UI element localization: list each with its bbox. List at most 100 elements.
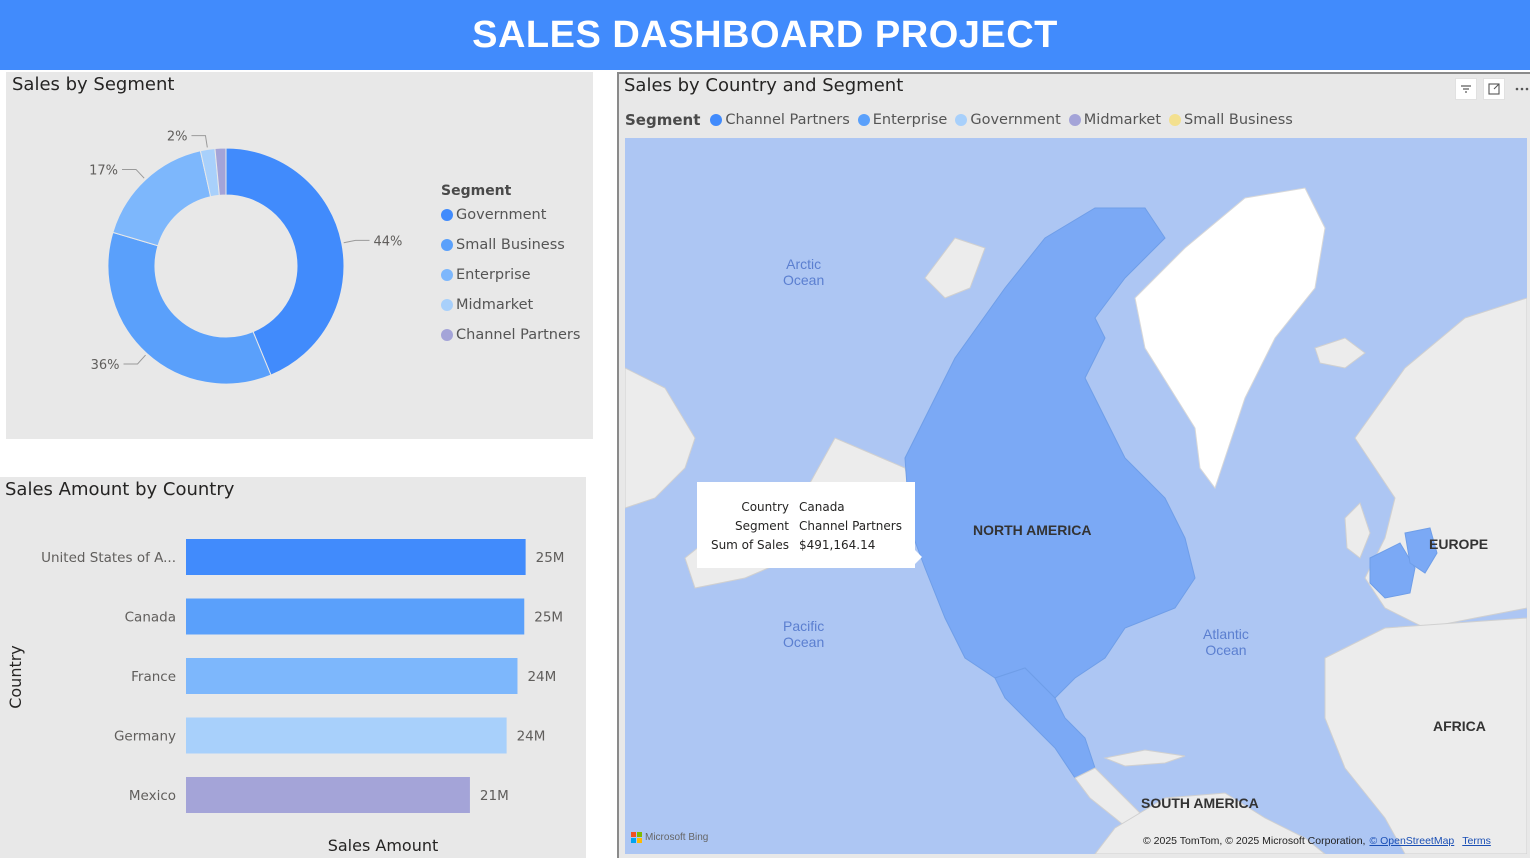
land-north-america-highlighted [904, 207, 1196, 699]
tooltip-label: Segment [735, 519, 789, 533]
bar-category-label: United States of A... [41, 550, 176, 566]
dashboard-title: SALES DASHBOARD PROJECT [472, 13, 1058, 56]
sales-by-country-segment-visual[interactable]: Sales by Country and Segment Segment Cha… [617, 72, 1530, 858]
legend-dot [857, 114, 870, 126]
bar-data-label: 24M [527, 669, 556, 685]
legend-label: Midmarket [1083, 112, 1161, 128]
legend-dot [955, 114, 968, 126]
legend-label: Government [970, 112, 1061, 128]
land-uk [1344, 502, 1371, 559]
segment-donut-chart[interactable]: 44% 36% 17% 2% [6, 72, 593, 439]
bar-data-label: 21M [480, 788, 509, 804]
map-legend-enterprise[interactable]: Enterprise [857, 112, 947, 128]
tooltip-row-segment: Segment Channel Partners [697, 519, 915, 538]
ocean-line: Ocean [1205, 642, 1247, 658]
map-title: Sales by Country and Segment [624, 75, 904, 96]
sales-by-segment-visual[interactable]: Sales by Segment 44% 36% 17% 2% Segment Gov… [6, 72, 593, 439]
focus-mode-icon[interactable] [1483, 78, 1505, 100]
country-bar-chart[interactable]: United States of A... 25M Canada 25M France 2… [0, 477, 586, 858]
bar-category-label: France [131, 669, 176, 685]
bing-logo-text: Microsoft Bing [645, 832, 709, 843]
land-alaska-russia [625, 367, 696, 509]
bar-3[interactable] [186, 717, 507, 754]
land-caribbean [1103, 749, 1186, 767]
map-legend-midmarket[interactable]: Midmarket [1068, 112, 1161, 128]
donut-data-label: 44% [373, 234, 402, 249]
more-options-icon[interactable] [1511, 78, 1530, 100]
map-legend-government[interactable]: Government [955, 112, 1061, 128]
legend-dot [710, 114, 723, 126]
map-legend-title: Segment [625, 111, 701, 129]
legend-label: Enterprise [456, 267, 531, 283]
legend-label: Channel Partners [725, 112, 850, 128]
sales-amount-by-country-visual[interactable]: Sales Amount by Country United States of… [0, 477, 586, 858]
map-legend: Segment Channel Partners Enterprise Gove… [625, 111, 1293, 129]
map-canvas[interactable]: Arctic Ocean Pacific Ocean Atlantic Ocean N… [625, 138, 1527, 854]
legend-dot [441, 239, 453, 251]
legend-item-small-business[interactable]: Small Business [441, 230, 580, 260]
land-arctic-islands [924, 237, 986, 299]
donut-slice-channel-partners[interactable] [214, 147, 227, 196]
legend-dot [441, 269, 453, 281]
filter-icon[interactable] [1455, 78, 1477, 100]
bar-1[interactable] [186, 598, 525, 635]
atlantic-ocean-label: Atlantic Ocean [1203, 626, 1249, 658]
map-legend-small-business[interactable]: Small Business [1169, 112, 1293, 128]
microsoft-logo-icon [631, 832, 642, 843]
donut-title: Sales by Segment [12, 74, 175, 95]
donut-data-label: 17% [89, 163, 118, 178]
ocean-line: Pacific [783, 618, 825, 634]
bar-y-axis-title: Country [6, 645, 25, 709]
bar-data-label: 24M [517, 729, 546, 745]
bar-2[interactable] [186, 658, 518, 694]
legend-label: Small Business [456, 237, 565, 253]
north-america-label: NORTH AMERICA [973, 522, 1092, 538]
map-attribution: © 2025 TomTom, © 2025 Microsoft Corporat… [1143, 835, 1491, 847]
legend-dot [441, 329, 453, 341]
donut-slice-small-business[interactable] [107, 231, 272, 385]
ocean-line: Ocean [783, 272, 825, 288]
bar-data-label: 25M [536, 550, 565, 566]
map-tooltip: Country Canada Segment Channel Partners … [697, 482, 922, 568]
tooltip-value: $491,164.14 [799, 538, 876, 552]
openstreetmap-link[interactable]: © OpenStreetMap [1369, 835, 1455, 847]
ocean-line: Arctic [786, 256, 822, 272]
legend-item-midmarket[interactable]: Midmarket [441, 290, 580, 320]
legend-dot [441, 209, 453, 221]
map-legend-channel-partners[interactable]: Channel Partners [710, 112, 850, 128]
donut-data-label: 36% [91, 358, 120, 373]
land-france [1369, 542, 1416, 599]
legend-label: Government [456, 207, 547, 223]
south-america-label: SOUTH AMERICA [1141, 795, 1259, 811]
donut-leader-line [191, 135, 208, 148]
bar-x-axis-title: Sales Amount [328, 836, 439, 855]
donut-slice-government[interactable] [225, 147, 345, 376]
bar-category-label: Mexico [129, 788, 176, 804]
terms-link[interactable]: Terms [1462, 835, 1491, 847]
map-land-shapes [625, 187, 1527, 854]
legend-item-enterprise[interactable]: Enterprise [441, 260, 580, 290]
bar-4[interactable] [186, 777, 470, 813]
donut-data-label: 2% [167, 130, 188, 145]
land-south-america [1094, 792, 1326, 854]
bar-data-label: 25M [534, 610, 563, 626]
land-germany [1404, 527, 1438, 574]
donut-slice-enterprise[interactable] [112, 150, 212, 247]
legend-dot [1169, 114, 1181, 126]
bing-logo: Microsoft Bing [631, 832, 708, 843]
tooltip-label: Country [741, 500, 789, 514]
tooltip-row-sales: Sum of Sales $491,164.14 [697, 538, 915, 557]
ocean-line: Atlantic [1203, 626, 1249, 642]
pacific-ocean-label: Pacific Ocean [783, 618, 824, 650]
tooltip-label: Sum of Sales [710, 538, 789, 552]
bar-category-label: Germany [114, 729, 176, 745]
bar-0[interactable] [186, 539, 526, 575]
legend-item-government[interactable]: Government [441, 200, 580, 230]
legend-title: Segment [441, 183, 512, 199]
tooltip-value: Channel Partners [799, 519, 902, 533]
donut-leader-line [123, 354, 146, 365]
legend-item-channel-partners[interactable]: Channel Partners [441, 320, 580, 350]
arctic-ocean-label: Arctic Ocean [783, 256, 824, 288]
land-greenland [1134, 187, 1326, 490]
tooltip-row-country: Country Canada [697, 500, 915, 519]
